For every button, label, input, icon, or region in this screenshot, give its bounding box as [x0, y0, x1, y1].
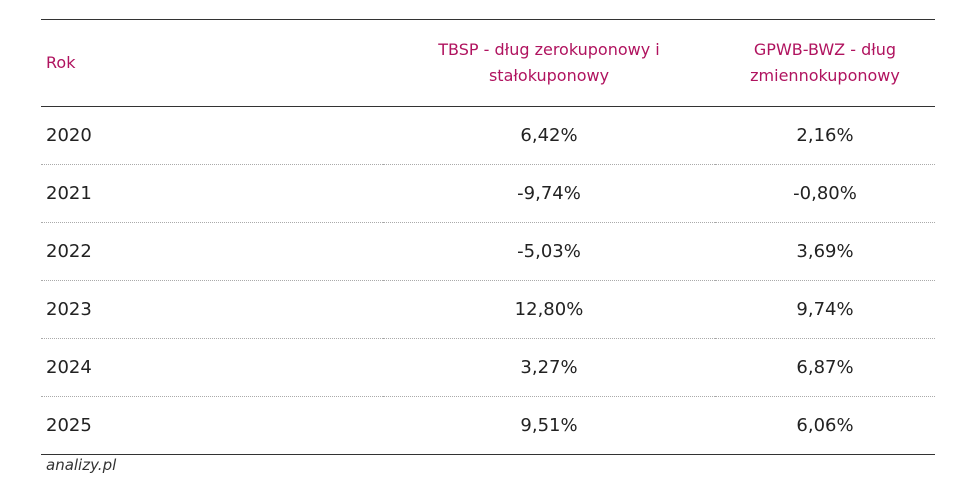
table-row: 2021 -9,74% -0,80% [41, 164, 935, 223]
header-cell: Rok [41, 19, 383, 107]
table-cell: 2022 [41, 222, 383, 281]
table-cell: 3,69% [715, 222, 935, 281]
table-cell: 2,16% [715, 106, 935, 165]
table-body: 2020 6,42% 2,16% 2021 -9,74% -0,80% 2022 -5,03%… [41, 106, 935, 455]
table-cell: 2025 [46, 415, 92, 436]
table-cell: 2023 [41, 280, 383, 339]
table-cell: 2020 [41, 106, 383, 165]
table-row: 2024 3,27% 6,87% [41, 338, 935, 397]
table-cell: -5,03% [383, 222, 715, 281]
table-cell: 9,74% [715, 280, 935, 339]
table-cell: -9,74% [383, 164, 715, 223]
table-row: 2020 6,42% 2,16% [41, 106, 935, 165]
returns-table: Rok TBSP - dług zerokuponowy i stałokupon… [41, 19, 935, 455]
table-cell: 6,87% [715, 338, 935, 397]
table-cell: 6,42% [383, 106, 715, 165]
source: analizy.pl [46, 456, 117, 474]
table-cell: -0,80% [715, 164, 935, 223]
table-cell: 9,51% [520, 415, 578, 436]
table-cell: 6,06% [796, 415, 854, 436]
header-cell: GPWB-BWZ - dług zmiennokuponowy [715, 19, 935, 107]
header-cell: TBSP - dług zerokuponowy i stałokuponowy [383, 19, 715, 107]
header-text: TBSP - dług zerokuponowy i stałokuponowy [438, 40, 660, 85]
table-row: 2023 12,80% 9,74% [41, 280, 935, 339]
table-cell: 2024 [41, 338, 383, 397]
table-cell: 2021 [41, 164, 383, 223]
header-text: GPWB-BWZ - dług zmiennokuponowy [750, 40, 900, 85]
table-cell: 12,80% [383, 280, 715, 339]
header-row: Rok TBSP - dług zerokuponowy i stałokupon… [41, 19, 935, 107]
table-row: 2025 9,51% 6,06% [41, 397, 935, 455]
table-cell: 3,27% [383, 338, 715, 397]
table-row: 2022 -5,03% 3,69% [41, 222, 935, 281]
